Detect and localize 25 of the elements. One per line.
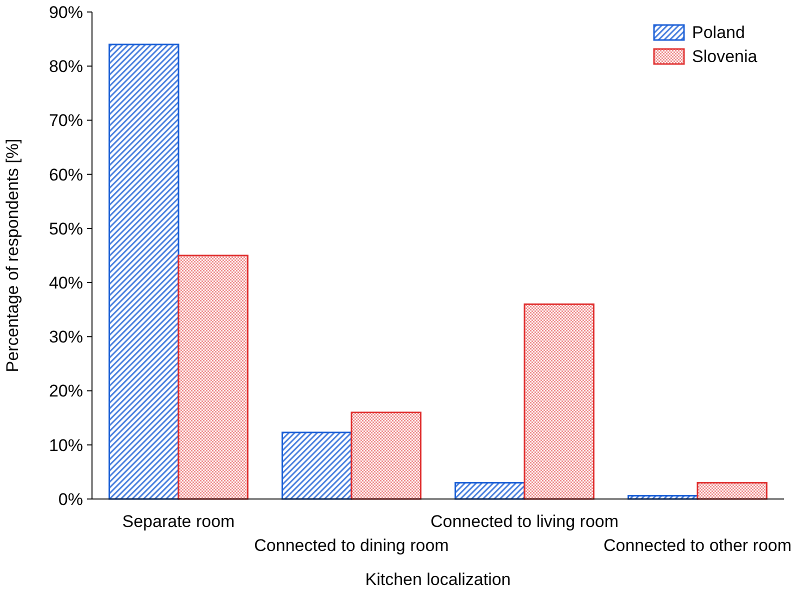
bar	[178, 254, 248, 500]
bar	[454, 482, 526, 500]
y-tick-label: 20%	[48, 382, 83, 401]
y-tick-label: 30%	[48, 328, 83, 347]
y-tick-label: 0%	[58, 490, 83, 509]
y-tick-label: 70%	[48, 111, 83, 130]
y-tick-label: 80%	[48, 57, 83, 76]
bar	[696, 482, 768, 500]
x-tick-label: Connected to dining room	[254, 536, 449, 555]
bar	[282, 432, 352, 500]
y-tick-label: 50%	[48, 219, 83, 238]
bar	[350, 412, 422, 500]
y-tick-label: 40%	[48, 274, 83, 293]
y-tick-label: 90%	[48, 2, 83, 22]
legend-label: Poland	[692, 22, 745, 42]
bar	[524, 303, 594, 500]
y-tick-label: 60%	[48, 165, 83, 184]
bar	[108, 44, 180, 500]
x-tick-label: Connected to living room	[430, 512, 619, 531]
x-axis-title: Kitchen localization	[365, 570, 511, 589]
x-tick-label: Separate room	[122, 512, 235, 531]
x-tick-label: Connected to other room	[603, 536, 792, 555]
y-axis-title: Percentage of respondents [%]	[3, 138, 22, 372]
legend-label: Slovenia	[692, 46, 758, 66]
y-tick-label: 10%	[48, 436, 83, 455]
